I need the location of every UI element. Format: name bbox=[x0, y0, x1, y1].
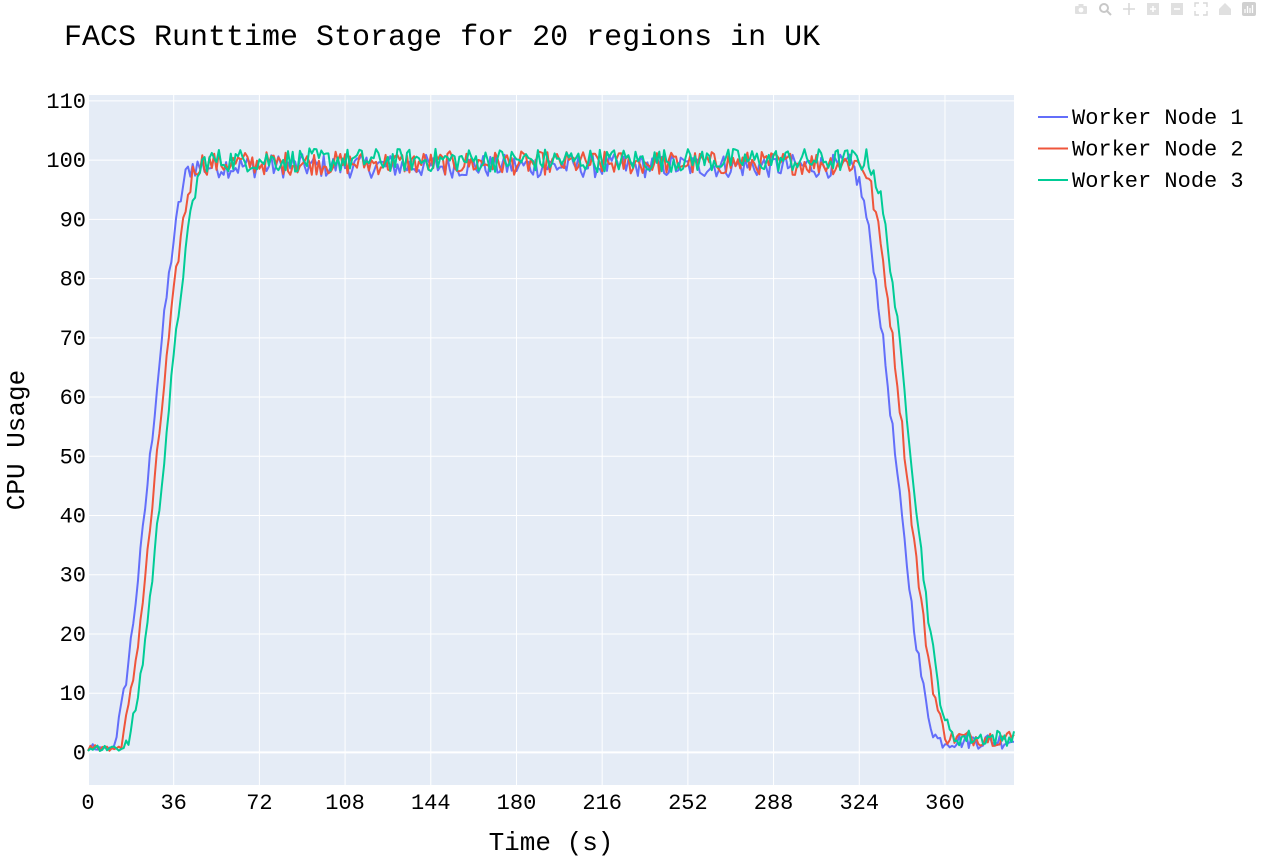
y-tick-label: 100 bbox=[46, 149, 86, 174]
y-axis-ticks: 0 10 20 30 40 50 60 70 80 90 100 110 bbox=[46, 90, 86, 767]
y-axis-label: CPU Usage bbox=[2, 370, 32, 510]
x-tick-label: 324 bbox=[839, 791, 879, 816]
y-tick-label: 20 bbox=[60, 623, 86, 648]
x-tick-label: 216 bbox=[582, 791, 622, 816]
plotly-logo-icon[interactable] bbox=[1240, 0, 1258, 18]
y-tick-label: 50 bbox=[60, 445, 86, 470]
x-tick-label: 72 bbox=[246, 791, 272, 816]
zoom-in-icon[interactable] bbox=[1144, 0, 1162, 18]
pan-icon[interactable] bbox=[1120, 0, 1138, 18]
y-tick-label: 10 bbox=[60, 682, 86, 707]
reset-axes-icon[interactable] bbox=[1216, 0, 1234, 18]
x-tick-label: 288 bbox=[754, 791, 794, 816]
x-tick-label: 180 bbox=[497, 791, 537, 816]
legend-label[interactable]: Worker Node 1 bbox=[1072, 106, 1244, 131]
x-tick-label: 0 bbox=[81, 791, 94, 816]
plot-area[interactable] bbox=[88, 95, 1014, 785]
series-line[interactable] bbox=[87, 147, 1015, 752]
x-axis-ticks: 0 36 72 108 144 180 216 252 288 324 360 bbox=[81, 791, 964, 816]
y-tick-label: 0 bbox=[73, 741, 86, 766]
legend-label[interactable]: Worker Node 2 bbox=[1072, 138, 1244, 163]
legend-label[interactable]: Worker Node 3 bbox=[1072, 169, 1244, 194]
grid-lines bbox=[87, 95, 1014, 785]
series-lines bbox=[87, 147, 1015, 752]
y-tick-label: 90 bbox=[60, 208, 86, 233]
y-tick-label: 30 bbox=[60, 564, 86, 589]
chart-title: FACS Runttime Storage for 20 regions in … bbox=[64, 21, 820, 55]
y-tick-label: 40 bbox=[60, 505, 86, 530]
autoscale-icon[interactable] bbox=[1192, 0, 1210, 18]
x-tick-label: 36 bbox=[160, 791, 186, 816]
y-tick-label: 60 bbox=[60, 386, 86, 411]
zoom-icon[interactable] bbox=[1096, 0, 1114, 18]
camera-icon[interactable] bbox=[1072, 0, 1090, 18]
y-tick-label: 110 bbox=[46, 90, 86, 115]
legend: Worker Node 1 Worker Node 2 Worker Node 3 bbox=[1038, 106, 1244, 194]
modebar bbox=[1072, 0, 1258, 18]
x-tick-label: 252 bbox=[668, 791, 708, 816]
x-axis-label: Time (s) bbox=[489, 828, 614, 858]
zoom-out-icon[interactable] bbox=[1168, 0, 1186, 18]
x-tick-label: 360 bbox=[925, 791, 965, 816]
y-tick-label: 80 bbox=[60, 268, 86, 293]
y-tick-label: 70 bbox=[60, 327, 86, 352]
x-tick-label: 108 bbox=[325, 791, 365, 816]
x-tick-label: 144 bbox=[411, 791, 451, 816]
